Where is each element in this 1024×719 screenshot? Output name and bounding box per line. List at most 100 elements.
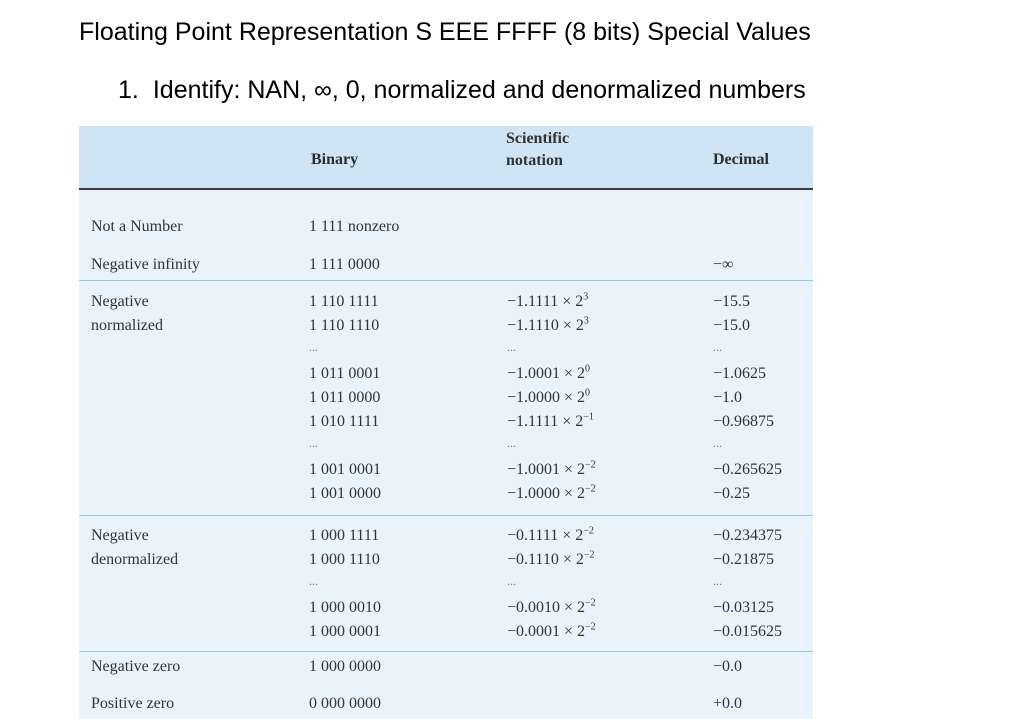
label-line1: Negative: [91, 527, 149, 544]
col-scientific: −0.1111 × 2−2 −0.1110 × 2−2 ... −0.0010 …: [507, 524, 596, 644]
row-label: Negative denormalized: [91, 524, 178, 572]
ellipsis: ...: [309, 340, 318, 354]
binary-value: 1 001 0001: [309, 461, 381, 478]
row-decimal: −∞: [713, 256, 734, 273]
sci-value: −1.1111 × 2−1: [507, 410, 596, 434]
col-binary: 1 000 1111 1 000 1110 ... 1 000 0010 1 0…: [309, 524, 381, 644]
sci-value: −1.0001 × 20: [507, 362, 596, 386]
list-item-identify: 1. Identify: NAN, ∞, 0, normalized and de…: [118, 72, 806, 108]
decimal-value: −0.234375: [713, 527, 783, 544]
binary-value: 1 001 0000: [309, 485, 381, 502]
header-binary: Binary: [311, 151, 359, 168]
sci-mantissa: −1.0000 × 2: [507, 485, 586, 502]
ellipsis: ...: [507, 574, 516, 588]
row-decimal: +0.0: [713, 695, 743, 712]
sci-exponent: −2: [585, 459, 596, 471]
header-sci-line2: notation: [506, 152, 563, 169]
row-label: Negative infinity: [91, 256, 200, 273]
sci-exponent: 3: [583, 291, 589, 303]
sci-value: −1.0000 × 20: [507, 386, 596, 410]
sci-mantissa: −0.1110 × 2: [507, 551, 584, 568]
sci-exponent: −2: [585, 483, 596, 495]
sci-mantissa: −1.0000 × 2: [507, 389, 586, 406]
row-separator: [79, 515, 813, 516]
decimal-value: −0.265625: [713, 461, 783, 478]
row-decimal: −0.0: [713, 658, 743, 675]
label-line2: denormalized: [91, 551, 179, 568]
decimal-value: −0.03125: [713, 599, 775, 616]
ellipsis: ...: [309, 574, 318, 588]
header-sci-line1: Scientific: [506, 130, 570, 147]
col-binary: 1 110 1111 1 110 1110 ... 1 011 0001 1 0…: [309, 290, 381, 506]
sci-mantissa: −1.1111 × 2: [507, 413, 584, 430]
ellipsis: ...: [309, 436, 318, 450]
row-separator: [79, 280, 813, 281]
binary-value: 1 010 1111: [309, 413, 380, 430]
row-separator: [79, 651, 813, 652]
decimal-value: −0.96875: [713, 413, 775, 430]
binary-value: 1 011 0000: [309, 389, 381, 406]
sci-exponent: 0: [585, 387, 591, 399]
binary-value: 1 110 1110: [309, 317, 380, 334]
row-label: Positive zero: [91, 695, 175, 712]
sci-exponent: −2: [583, 525, 594, 537]
table-header: Binary Scientific notation Decimal: [79, 126, 813, 190]
col-decimal: −15.5 −15.0 ... −1.0625 −1.0 −0.96875 ..…: [713, 290, 782, 506]
sci-mantissa: −0.0010 × 2: [507, 599, 586, 616]
sci-value: −1.0001 × 2−2: [507, 458, 596, 482]
special-values-table: Binary Scientific notation Decimal Not a…: [79, 126, 813, 719]
sci-mantissa: −1.1110 × 2: [507, 317, 584, 334]
binary-value: 1 000 0010: [309, 599, 381, 616]
header-scientific-notation: Scientific notation: [506, 128, 569, 172]
decimal-value: −0.015625: [713, 623, 783, 640]
sci-exponent: −2: [583, 549, 595, 561]
label-line2: normalized: [91, 317, 163, 334]
sci-exponent: −2: [585, 621, 596, 633]
sci-exponent: −2: [585, 597, 596, 609]
sci-value: −0.1110 × 2−2: [507, 548, 596, 572]
binary-value: 1 011 0001: [309, 365, 381, 382]
sci-exponent: 0: [585, 363, 591, 375]
list-number: 1.: [118, 76, 139, 104]
row-binary: 1 111 0000: [309, 256, 380, 273]
ellipsis: ...: [713, 436, 722, 450]
binary-value: 1 000 1111: [309, 527, 380, 544]
decimal-value: −1.0625: [713, 365, 767, 382]
col-scientific: −1.1111 × 23 −1.1110 × 23 ... −1.0001 × …: [507, 290, 596, 506]
ellipsis: ...: [507, 340, 516, 354]
sci-value: −1.1110 × 23: [507, 314, 596, 338]
sci-exponent: −1: [583, 411, 594, 423]
row-binary: 0 000 0000: [309, 695, 381, 712]
sci-value: −0.1111 × 2−2: [507, 524, 596, 548]
sci-exponent: 3: [583, 315, 589, 327]
sci-value: −1.0000 × 2−2: [507, 482, 596, 506]
binary-value: 1 000 0001: [309, 623, 381, 640]
sci-mantissa: −1.0001 × 2: [507, 461, 586, 478]
ellipsis: ...: [713, 574, 722, 588]
decimal-value: −15.5: [713, 293, 751, 310]
sci-value: −0.0001 × 2−2: [507, 620, 596, 644]
row-binary: 1 000 0000: [309, 658, 381, 675]
sci-mantissa: −0.0001 × 2: [507, 623, 586, 640]
decimal-value: −0.21875: [713, 551, 775, 568]
sci-mantissa: −1.1111 × 2: [507, 293, 584, 310]
decimal-value: −15.0: [713, 317, 751, 334]
row-binary: 1 111 nonzero: [309, 218, 400, 235]
ellipsis: ...: [713, 340, 722, 354]
row-label: Negative normalized: [91, 290, 163, 338]
row-label: Negative zero: [91, 658, 181, 675]
ellipsis: ...: [507, 436, 516, 450]
header-decimal: Decimal: [713, 151, 769, 168]
col-decimal: −0.234375 −0.21875 ... −0.03125 −0.01562…: [713, 524, 782, 644]
decimal-value: −1.0: [713, 389, 743, 406]
sci-mantissa: −0.1111 × 2: [507, 527, 584, 544]
page-title: Floating Point Representation S EEE FFFF…: [79, 18, 811, 46]
sci-mantissa: −1.0001 × 2: [507, 365, 586, 382]
row-label: Not a Number: [91, 218, 183, 235]
decimal-value: −0.25: [713, 485, 751, 502]
sci-value: −0.0010 × 2−2: [507, 596, 596, 620]
list-text: Identify: NAN, ∞, 0, normalized and deno…: [152, 76, 806, 104]
label-line1: Negative: [91, 293, 149, 310]
binary-value: 1 000 1110: [309, 551, 380, 568]
binary-value: 1 110 1111: [309, 293, 379, 310]
